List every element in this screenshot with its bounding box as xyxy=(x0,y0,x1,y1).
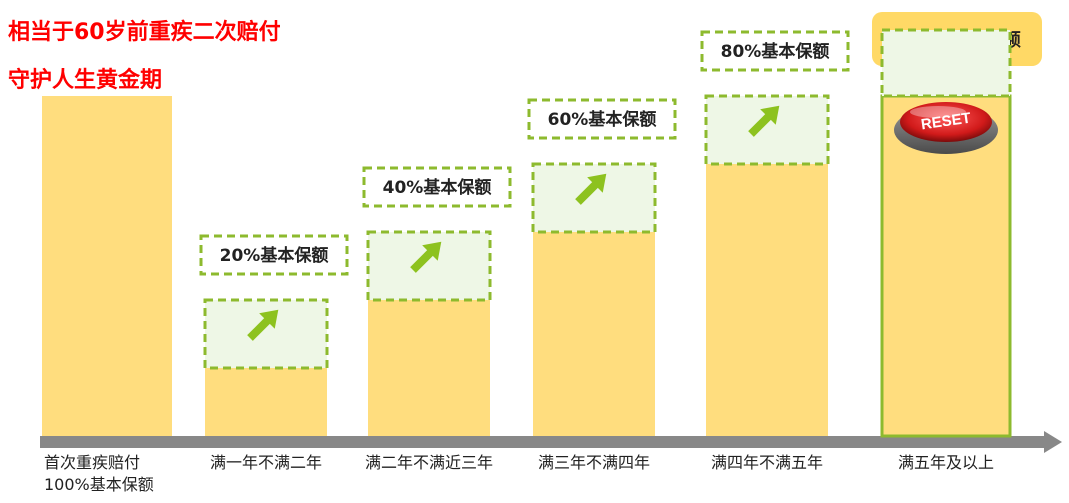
annotation-box-4 xyxy=(700,30,850,72)
reset-button-icon: RESET xyxy=(894,102,998,154)
data-label-1: 20%基本保额 xyxy=(220,245,329,266)
increment-box-3 xyxy=(531,162,657,234)
x-tick-label: 满二年不满近三年 xyxy=(364,453,493,472)
x-tick-label: 满三年不满四年 xyxy=(537,453,650,472)
data-label-2: 40%基本保额 xyxy=(383,177,492,198)
increment-box-2 xyxy=(366,230,492,302)
x-axis-arrow xyxy=(1044,431,1062,453)
bar-3 xyxy=(368,300,490,436)
bar-2 xyxy=(205,368,327,436)
up-arrow-icon xyxy=(575,173,607,205)
title-line-1: 相当于60岁前重疾二次赔付 xyxy=(8,20,281,45)
up-arrow-icon xyxy=(748,105,780,137)
reset-box xyxy=(880,28,1012,98)
annotation-box-2 xyxy=(362,166,512,208)
annotation-box-1 xyxy=(199,234,349,276)
annotation-box-3 xyxy=(527,98,677,140)
up-arrow-icon xyxy=(247,309,279,341)
up-arrow-icon xyxy=(410,241,442,273)
bar-5 xyxy=(706,164,828,436)
data-label-4: 80%基本保额 xyxy=(721,41,830,62)
x-tick-label: 首次重疾赔付 100%基本保额 xyxy=(44,453,154,494)
x-tick-label: 满五年及以上 xyxy=(897,453,994,472)
increment-box-1 xyxy=(203,298,329,370)
bar-1 xyxy=(42,96,172,436)
reset-label: RESET xyxy=(920,110,972,134)
data-label-3: 60%基本保额 xyxy=(548,109,657,130)
increment-box-4 xyxy=(704,94,830,166)
title-line-2: 守护人生黄金期 xyxy=(8,68,163,93)
x-tick-label: 满一年不满二年 xyxy=(209,453,322,472)
bar-4 xyxy=(533,232,655,436)
x-tick-label: 满四年不满五年 xyxy=(710,453,823,472)
x-axis xyxy=(40,436,1046,448)
